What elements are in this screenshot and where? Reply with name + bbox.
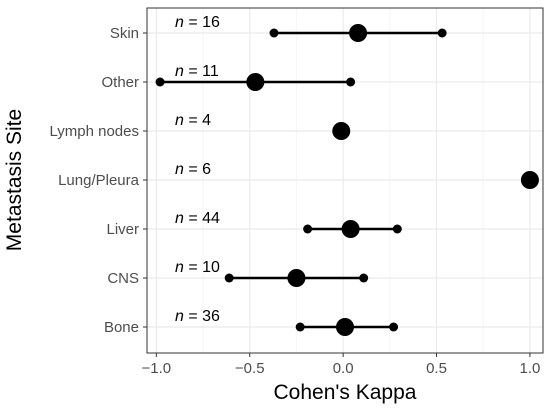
n-label: n = 6 bbox=[175, 161, 211, 178]
ci-upper-point bbox=[359, 273, 369, 283]
y-tick-label: Lymph nodes bbox=[49, 123, 139, 140]
ci-lower-point bbox=[269, 28, 279, 38]
y-tick-label: Bone bbox=[104, 319, 139, 336]
y-axis-ticks: Skin Other Lymph nodes Lung/Pleura Liver CNS B… bbox=[49, 25, 147, 336]
x-tick-label: 0.0 bbox=[333, 360, 354, 377]
x-axis-title: Cohen's Kappa bbox=[274, 381, 417, 404]
ci-upper-point bbox=[392, 224, 402, 234]
n-label: n = 10 bbox=[175, 259, 220, 276]
y-axis-title: Metastasis Site bbox=[3, 109, 26, 251]
n-label: n = 16 bbox=[175, 14, 220, 31]
y-tick-label: Skin bbox=[110, 25, 139, 42]
y-tick-label: Lung/Pleura bbox=[58, 172, 140, 189]
x-tick-label: −1.0 bbox=[142, 360, 172, 377]
n-label: n = 36 bbox=[175, 308, 220, 325]
ci-lower-point bbox=[303, 224, 313, 234]
estimate-point bbox=[520, 171, 539, 189]
estimate-point bbox=[341, 220, 360, 238]
x-axis-ticks: −1.0 −0.5 0.0 0.5 1.0 bbox=[142, 353, 540, 377]
estimate-point bbox=[349, 24, 368, 42]
x-tick-label: 1.0 bbox=[519, 360, 540, 377]
y-tick-label: Liver bbox=[106, 221, 139, 238]
x-tick-label: −0.5 bbox=[235, 360, 265, 377]
estimate-point bbox=[332, 122, 351, 140]
estimate-point bbox=[287, 269, 306, 287]
x-tick-label: 0.5 bbox=[426, 360, 447, 377]
n-label: n = 11 bbox=[175, 63, 219, 80]
y-tick-label: Other bbox=[101, 74, 139, 91]
y-tick-label: CNS bbox=[107, 270, 139, 287]
estimate-point bbox=[246, 73, 265, 91]
n-labels: n = 16 n = 11 n = 4 n = 6 n = 44 n = 10 n = 36 bbox=[175, 14, 220, 325]
ci-upper-point bbox=[437, 28, 447, 38]
data-marks bbox=[155, 24, 539, 336]
grid-lines bbox=[147, 8, 543, 353]
estimate-point bbox=[336, 318, 354, 336]
ci-lower-point bbox=[295, 322, 305, 332]
ci-lower-point bbox=[224, 273, 234, 283]
n-label: n = 44 bbox=[175, 210, 220, 227]
ci-lower-point bbox=[155, 77, 165, 87]
n-label: n = 4 bbox=[175, 112, 211, 129]
ci-upper-point bbox=[389, 322, 399, 332]
ci-upper-point bbox=[346, 77, 356, 87]
